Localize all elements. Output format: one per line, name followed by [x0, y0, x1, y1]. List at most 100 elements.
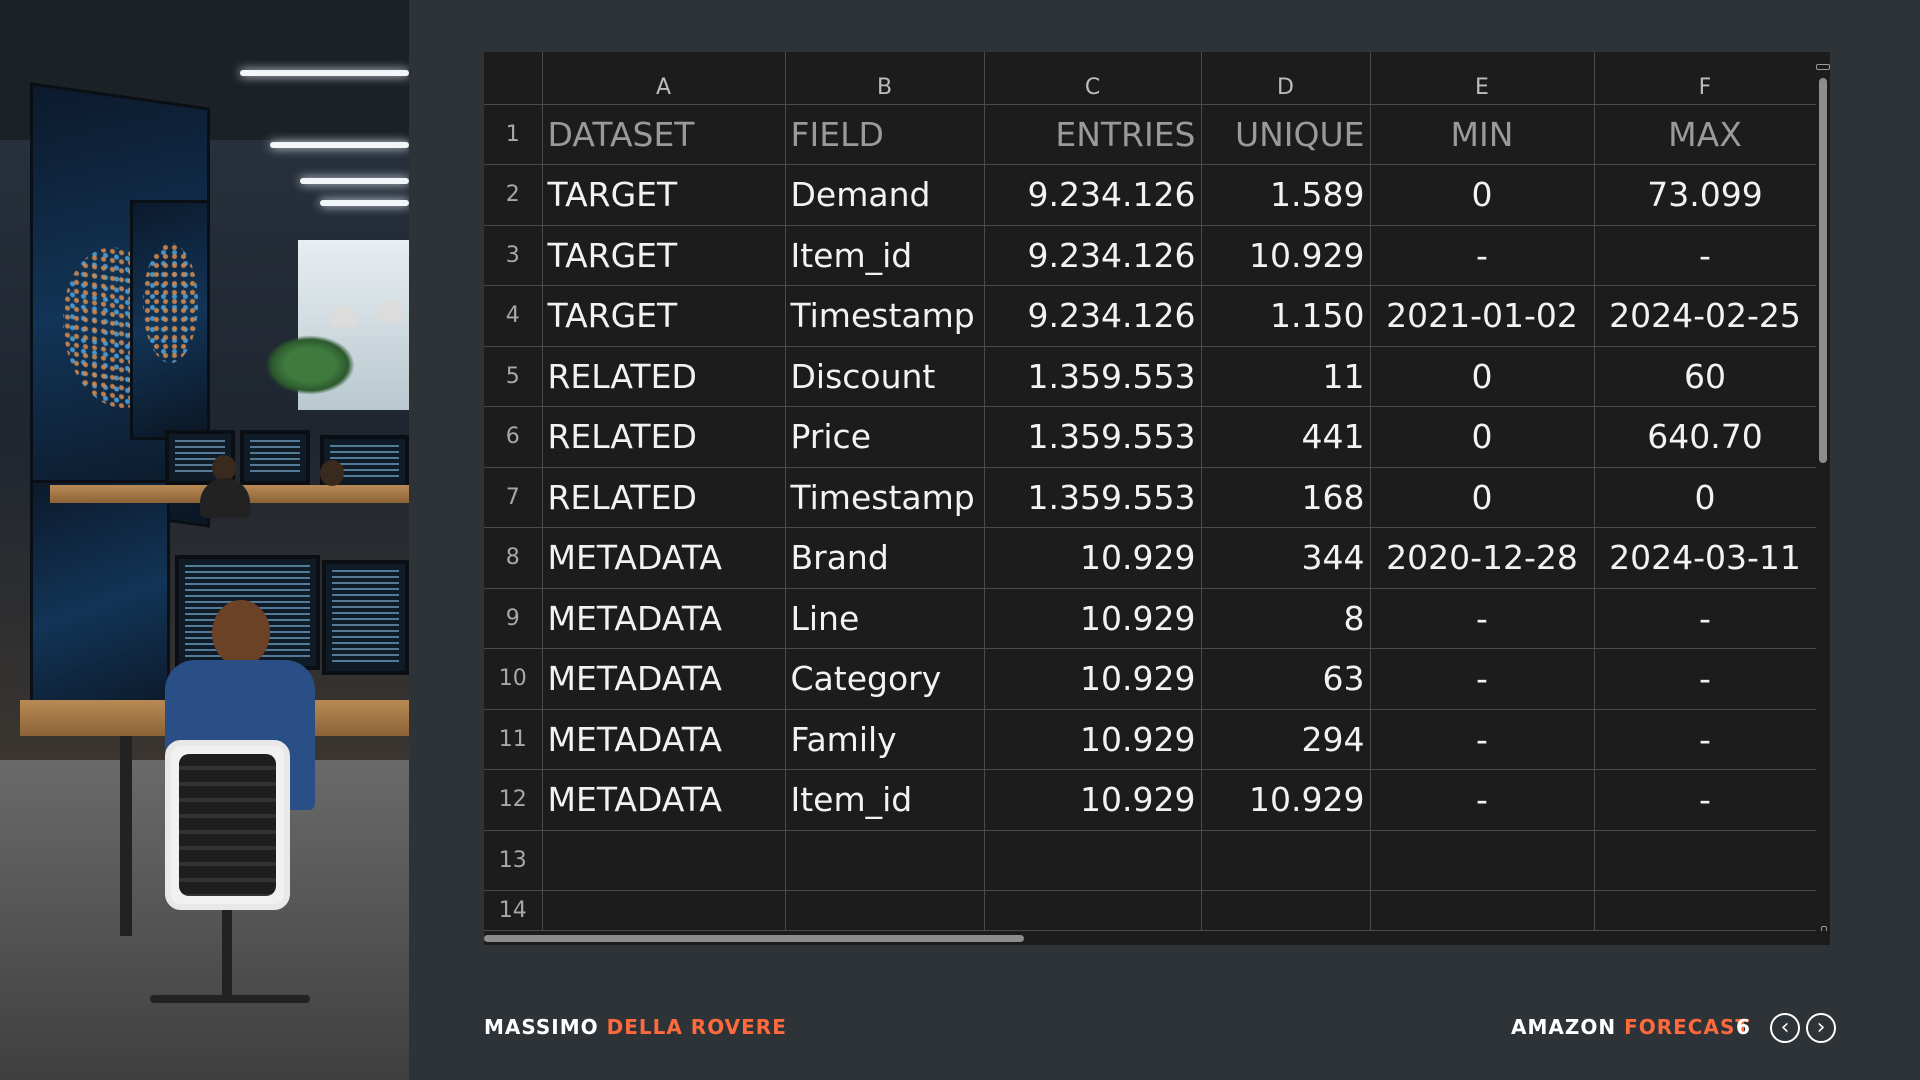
cell[interactable]: 11: [1201, 346, 1371, 407]
cell[interactable]: METADATA: [542, 648, 786, 710]
column-header[interactable]: E: [1370, 52, 1595, 105]
cell[interactable]: METADATA: [542, 527, 786, 589]
cell[interactable]: Line: [785, 588, 985, 649]
cell[interactable]: RELATED: [542, 406, 786, 468]
cell[interactable]: METADATA: [542, 769, 786, 831]
previous-slide-button[interactable]: ‹: [1770, 1013, 1800, 1043]
cell[interactable]: 1.359.553: [984, 406, 1202, 468]
cell[interactable]: TARGET: [542, 225, 786, 286]
cell[interactable]: 2020-12-28: [1370, 527, 1595, 589]
cell[interactable]: MIN: [1370, 104, 1595, 165]
cell[interactable]: Price: [785, 406, 985, 468]
row-number[interactable]: 11: [484, 709, 543, 770]
cell[interactable]: 8: [1201, 588, 1371, 649]
cell[interactable]: 2024-02-25: [1594, 285, 1817, 347]
row-number[interactable]: 10: [484, 648, 543, 710]
row-number[interactable]: 12: [484, 769, 543, 831]
cell[interactable]: [984, 890, 1202, 931]
spreadsheet[interactable]: A B C D E F 1 DATASET FIELD ENTRIES UNIQ…: [484, 52, 1830, 945]
cell[interactable]: [1594, 890, 1817, 931]
cell[interactable]: TARGET: [542, 285, 786, 347]
vertical-scrollbar-thumb[interactable]: [1819, 78, 1827, 463]
cell[interactable]: 10.929: [984, 588, 1202, 649]
cell[interactable]: -: [1594, 588, 1817, 649]
cell[interactable]: 10.929: [984, 527, 1202, 589]
cell[interactable]: UNIQUE: [1201, 104, 1371, 165]
cell[interactable]: 1.589: [1201, 164, 1371, 226]
cell[interactable]: 0: [1594, 467, 1817, 528]
cell[interactable]: [1594, 830, 1817, 891]
cell[interactable]: -: [1594, 225, 1817, 286]
row-number[interactable]: 13: [484, 830, 543, 891]
cell[interactable]: 1.150: [1201, 285, 1371, 347]
cell[interactable]: [785, 830, 985, 891]
cell[interactable]: DATASET: [542, 104, 786, 165]
cell[interactable]: 2021-01-02: [1370, 285, 1595, 347]
cell[interactable]: 294: [1201, 709, 1371, 770]
column-header[interactable]: D: [1201, 52, 1371, 105]
row-number[interactable]: 2: [484, 164, 543, 226]
row-number[interactable]: 8: [484, 527, 543, 589]
cell[interactable]: FIELD: [785, 104, 985, 165]
cell[interactable]: 1.359.553: [984, 346, 1202, 407]
row-number[interactable]: 6: [484, 406, 543, 468]
row-number[interactable]: 4: [484, 285, 543, 347]
cell[interactable]: 0: [1370, 346, 1595, 407]
cell[interactable]: Item_id: [785, 225, 985, 286]
horizontal-scrollbar-thumb[interactable]: [484, 935, 1024, 942]
cell[interactable]: [1370, 890, 1595, 931]
cell[interactable]: METADATA: [542, 709, 786, 770]
scrollbar-split-handle[interactable]: [1816, 64, 1830, 70]
column-header[interactable]: C: [984, 52, 1202, 105]
cell[interactable]: 2024-03-11: [1594, 527, 1817, 589]
next-slide-button[interactable]: ›: [1806, 1013, 1836, 1043]
cell[interactable]: Brand: [785, 527, 985, 589]
cell[interactable]: 10.929: [984, 709, 1202, 770]
cell[interactable]: 63: [1201, 648, 1371, 710]
cell[interactable]: 60: [1594, 346, 1817, 407]
cell[interactable]: Item_id: [785, 769, 985, 831]
cell[interactable]: -: [1370, 709, 1595, 770]
cell[interactable]: Category: [785, 648, 985, 710]
cell[interactable]: [1370, 830, 1595, 891]
cell[interactable]: 344: [1201, 527, 1371, 589]
cell[interactable]: METADATA: [542, 588, 786, 649]
column-header[interactable]: B: [785, 52, 985, 105]
cell[interactable]: 9.234.126: [984, 164, 1202, 226]
select-all-corner[interactable]: [484, 52, 543, 105]
cell[interactable]: [542, 890, 786, 931]
cell[interactable]: 640.70: [1594, 406, 1817, 468]
column-header[interactable]: F: [1594, 52, 1817, 105]
cell[interactable]: 0: [1370, 467, 1595, 528]
cell[interactable]: -: [1370, 225, 1595, 286]
cell[interactable]: [984, 830, 1202, 891]
row-number[interactable]: 3: [484, 225, 543, 286]
cell[interactable]: 73.099: [1594, 164, 1817, 226]
cell[interactable]: ENTRIES: [984, 104, 1202, 165]
cell[interactable]: -: [1370, 588, 1595, 649]
cell[interactable]: -: [1370, 769, 1595, 831]
row-number[interactable]: 14: [484, 890, 543, 931]
cell[interactable]: [1201, 890, 1371, 931]
column-header[interactable]: A: [542, 52, 786, 105]
cell[interactable]: -: [1594, 769, 1817, 831]
cell[interactable]: 0: [1370, 164, 1595, 226]
cell[interactable]: 10.929: [1201, 769, 1371, 831]
cell[interactable]: Discount: [785, 346, 985, 407]
row-number[interactable]: 9: [484, 588, 543, 649]
cell[interactable]: -: [1594, 648, 1817, 710]
cell[interactable]: 10.929: [1201, 225, 1371, 286]
cell[interactable]: 168: [1201, 467, 1371, 528]
cell[interactable]: Family: [785, 709, 985, 770]
cell[interactable]: 10.929: [984, 769, 1202, 831]
cell[interactable]: TARGET: [542, 164, 786, 226]
cell[interactable]: Demand: [785, 164, 985, 226]
cell[interactable]: RELATED: [542, 346, 786, 407]
cell[interactable]: RELATED: [542, 467, 786, 528]
cell[interactable]: 1.359.553: [984, 467, 1202, 528]
row-number[interactable]: 5: [484, 346, 543, 407]
cell[interactable]: 9.234.126: [984, 225, 1202, 286]
cell[interactable]: [785, 890, 985, 931]
row-number[interactable]: 1: [484, 104, 543, 165]
cell[interactable]: 0: [1370, 406, 1595, 468]
